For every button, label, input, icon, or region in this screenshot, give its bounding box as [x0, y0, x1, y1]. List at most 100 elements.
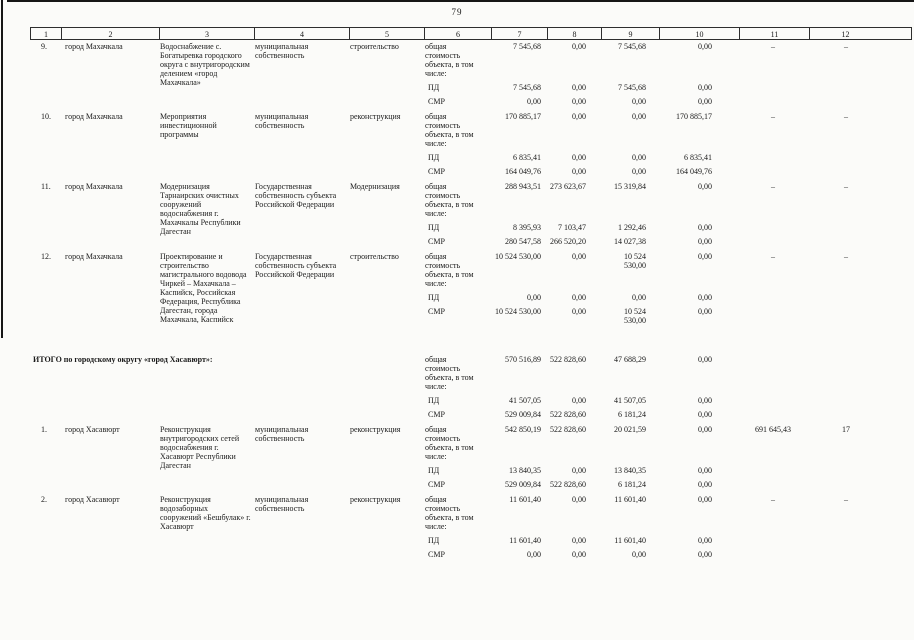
- cost-label: общая стоимость объекта, в том числе:: [425, 42, 474, 78]
- col11-value: –: [771, 182, 775, 191]
- ownership-cell: Государственная собственность субъекта Р…: [255, 252, 337, 279]
- column-number-header: 11: [740, 27, 810, 40]
- total-value: 170 885,17: [676, 112, 712, 121]
- row-number: 10.: [41, 112, 51, 121]
- cost-label: общая стоимость объекта, в том числе:: [425, 182, 474, 218]
- total-value: 0,00: [698, 42, 712, 51]
- smr-value: 0,00: [572, 167, 586, 176]
- pd-label: ПД: [428, 83, 440, 92]
- pd-value: 13 840,35: [509, 466, 541, 475]
- total-value: 0,00: [698, 252, 712, 261]
- pd-value: 41 507,05: [509, 396, 541, 405]
- smr-value: 0,00: [632, 97, 646, 106]
- row-number: 12.: [41, 252, 51, 261]
- description-cell: Реконструкция внутригородских сетей водо…: [160, 425, 240, 470]
- column-number-header: 3: [160, 27, 255, 40]
- smr-label: СМР: [428, 307, 445, 316]
- pd-value: 7 545,68: [618, 83, 646, 92]
- pd-value: 0,00: [698, 396, 712, 405]
- pd-value: 0,00: [632, 153, 646, 162]
- pd-value: 6 835,41: [513, 153, 541, 162]
- scan-artifact-top-line: [7, 0, 914, 2]
- pd-value: 0,00: [572, 293, 586, 302]
- total-value: 0,00: [698, 182, 712, 191]
- total-value: 0,00: [572, 252, 586, 261]
- total-value: 7 545,68: [513, 42, 541, 51]
- cost-label: общая стоимость объекта, в том числе:: [425, 112, 474, 148]
- smr-value: 0,00: [572, 97, 586, 106]
- smr-value: 10 524 530,00: [624, 307, 646, 325]
- smr-value: 266 520,20: [550, 237, 586, 246]
- smr-value: 529 009,84: [505, 410, 541, 419]
- description-cell: Модернизация Тарнаирских очистных сооруж…: [160, 182, 241, 236]
- smr-label: СМР: [428, 97, 445, 106]
- smr-value: 0,00: [698, 410, 712, 419]
- work-type-cell: реконструкция: [350, 495, 401, 504]
- smr-value: 0,00: [527, 550, 541, 559]
- total-value: 11 601,40: [614, 495, 646, 504]
- pd-value: 41 507,05: [614, 396, 646, 405]
- smr-label: СМР: [428, 237, 445, 246]
- row-number: 2.: [41, 495, 47, 504]
- col11-value: –: [771, 495, 775, 504]
- smr-value: 0,00: [698, 307, 712, 316]
- col11-value: –: [771, 252, 775, 261]
- smr-value: 522 828,60: [550, 480, 586, 489]
- total-value: 0,00: [632, 112, 646, 121]
- smr-label: СМР: [428, 480, 445, 489]
- city-cell: город Махачкала: [65, 252, 123, 261]
- total-value: 20 021,59: [614, 425, 646, 434]
- column-number-header: 7: [492, 27, 548, 40]
- total-value: 47 688,29: [614, 355, 646, 364]
- pd-value: 0,00: [698, 536, 712, 545]
- total-value: 542 850,19: [505, 425, 541, 434]
- description-cell: Водоснабжение с. Богатыревка городского …: [160, 42, 250, 87]
- col12-value: –: [844, 112, 848, 121]
- smr-value: 164 049,76: [505, 167, 541, 176]
- total-value: 522 828,60: [550, 425, 586, 434]
- work-type-cell: строительство: [350, 42, 399, 51]
- pd-label: ПД: [428, 536, 440, 545]
- pd-value: 0,00: [572, 153, 586, 162]
- pd-value: 0,00: [698, 293, 712, 302]
- pd-value: 7 545,68: [513, 83, 541, 92]
- scan-artifact-left-line: [1, 0, 3, 338]
- smr-label: СМР: [428, 167, 445, 176]
- pd-value: 0,00: [632, 293, 646, 302]
- total-value: 522 828,60: [550, 355, 586, 364]
- project-row-group: 12. город Махачкала Проектирование и строи…: [30, 252, 912, 325]
- description-cell: Мероприятия инвестиционной программы: [160, 112, 217, 139]
- table-header-row: 1 2 3 4 5 6 7 8 9 10 11 12: [30, 27, 912, 40]
- total-value: 0,00: [698, 425, 712, 434]
- cost-label: общая стоимость объекта, в том числе:: [425, 495, 474, 531]
- smr-value: 0,00: [698, 237, 712, 246]
- projects-table: 1 2 3 4 5 6 7 8 9 10 11 12 9. город Махачкала Водосна…: [30, 27, 912, 565]
- subtotal-label: ИТОГО по городскому округу «город Хасавю…: [33, 355, 213, 364]
- city-cell: город Махачкала: [65, 182, 123, 191]
- smr-value: 280 547,58: [505, 237, 541, 246]
- pd-label: ПД: [428, 293, 440, 302]
- smr-value: 529 009,84: [505, 480, 541, 489]
- table-body: 9. город Махачкала Водоснабжение с. Богаты…: [30, 42, 912, 559]
- work-type-cell: реконструкция: [350, 425, 401, 434]
- total-value: 170 885,17: [505, 112, 541, 121]
- smr-value: 10 524 530,00: [495, 307, 541, 316]
- row-number: 11.: [41, 182, 51, 191]
- city-cell: город Махачкала: [65, 112, 123, 121]
- smr-value: 0,00: [632, 167, 646, 176]
- project-row-group: 11. город Махачкала Модернизация Тарнаирск…: [30, 182, 912, 246]
- pd-label: ПД: [428, 153, 440, 162]
- cost-label: общая стоимость объекта, в том числе:: [425, 252, 474, 288]
- pd-value: 11 601,40: [614, 536, 646, 545]
- smr-value: 0,00: [698, 480, 712, 489]
- column-number-header: 9: [602, 27, 660, 40]
- smr-value: 0,00: [698, 550, 712, 559]
- pd-value: 0,00: [572, 536, 586, 545]
- smr-value: 0,00: [572, 307, 586, 316]
- column-number-header: 4: [255, 27, 350, 40]
- smr-value: 164 049,76: [676, 167, 712, 176]
- pd-label: ПД: [428, 223, 440, 232]
- column-number-header: 12: [810, 27, 912, 40]
- total-value: 10 524 530,00: [495, 252, 541, 261]
